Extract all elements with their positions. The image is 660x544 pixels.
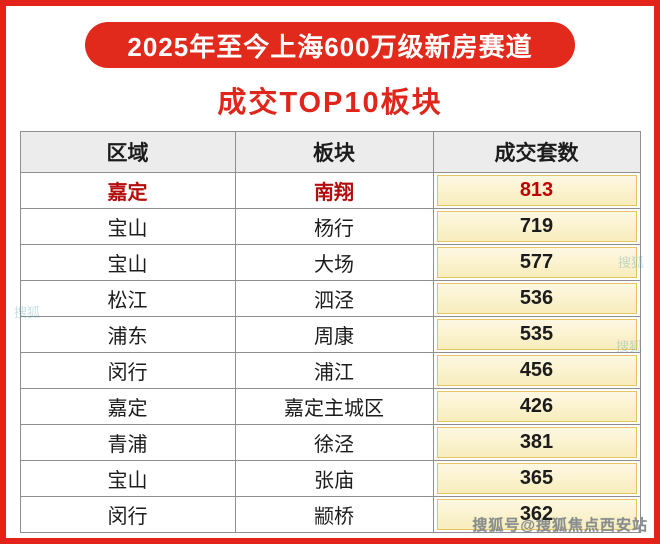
table-row: 青浦 徐泾 381 — [19, 424, 641, 461]
bottom-right-watermark: 搜狐号@搜狐焦点西安站 — [472, 517, 648, 534]
count-value: 719 — [519, 215, 554, 237]
count-bar — [436, 319, 637, 350]
table-row: 宝山 杨行 719 — [19, 208, 641, 245]
region-cell: 松江 — [19, 280, 236, 317]
region-cell: 浦东 — [19, 316, 236, 353]
count-cell: 577 — [432, 244, 641, 281]
title-banner: 2025年至今上海600万级新房赛道 — [85, 22, 575, 68]
block-cell: 徐泾 — [234, 424, 434, 461]
region-cell: 宝山 — [19, 460, 236, 497]
count-value: 536 — [519, 287, 554, 309]
table-row: 浦东 周康 535 — [19, 316, 641, 353]
table-header-row: 区域 板块 成交套数 — [19, 131, 641, 173]
count-cell: 719 — [432, 208, 641, 245]
count-bar — [436, 283, 637, 314]
count-cell: 456 — [432, 352, 641, 389]
table-row: 嘉定 嘉定主城区 426 — [19, 388, 641, 425]
page-subtitle: 成交TOP10板块 — [217, 87, 443, 119]
count-bar — [436, 499, 637, 530]
count-cell: 362 — [432, 496, 641, 533]
count-value: 365 — [519, 467, 554, 489]
count-bar — [436, 391, 637, 422]
block-cell: 大场 — [234, 244, 434, 281]
region-cell: 宝山 — [19, 208, 236, 245]
count-value: 362 — [519, 503, 554, 525]
count-cell: 365 — [432, 460, 641, 497]
count-cell: 535 — [432, 316, 641, 353]
count-value: 577 — [519, 251, 554, 273]
region-cell: 青浦 — [19, 424, 236, 461]
count-cell: 381 — [432, 424, 641, 461]
block-cell: 浦江 — [234, 352, 434, 389]
count-bar — [436, 247, 637, 278]
header-block: 板块 — [234, 131, 434, 173]
table-row: 宝山 张庙 365 — [19, 460, 641, 497]
region-cell: 闵行 — [19, 496, 236, 533]
top10-table: 区域 板块 成交套数 嘉定 南翔 813 宝山 杨行 719 — [19, 131, 641, 533]
block-cell: 周康 — [234, 316, 434, 353]
count-cell: 426 — [432, 388, 641, 425]
block-cell: 南翔 — [234, 172, 434, 209]
region-cell: 闵行 — [19, 352, 236, 389]
header-count: 成交套数 — [432, 131, 641, 173]
region-cell: 嘉定 — [19, 172, 236, 209]
count-value: 813 — [519, 179, 554, 201]
table-row: 宝山 大场 577 — [19, 244, 641, 281]
table-row: 闵行 浦江 456 — [19, 352, 641, 389]
count-value: 535 — [519, 323, 554, 345]
block-cell: 嘉定主城区 — [234, 388, 434, 425]
count-bar — [436, 175, 637, 206]
count-bar — [436, 463, 637, 494]
header-region: 区域 — [19, 131, 236, 173]
region-cell: 嘉定 — [19, 388, 236, 425]
region-cell: 宝山 — [19, 244, 236, 281]
block-cell: 泗泾 — [234, 280, 434, 317]
table-row: 闵行 颛桥 362 — [19, 496, 641, 533]
count-value: 426 — [519, 395, 554, 417]
block-cell: 杨行 — [234, 208, 434, 245]
count-cell: 536 — [432, 280, 641, 317]
count-cell: 813 — [432, 172, 641, 209]
table-row: 嘉定 南翔 813 — [19, 172, 641, 209]
block-cell: 张庙 — [234, 460, 434, 497]
count-value: 456 — [519, 359, 554, 381]
count-bar — [436, 355, 637, 386]
count-bar — [436, 427, 637, 458]
block-cell: 颛桥 — [234, 496, 434, 533]
table-row: 松江 泗泾 536 — [19, 280, 641, 317]
banner-title: 2025年至今上海600万级新房赛道 — [127, 31, 533, 62]
count-bar — [436, 211, 637, 242]
count-value: 381 — [519, 431, 554, 453]
